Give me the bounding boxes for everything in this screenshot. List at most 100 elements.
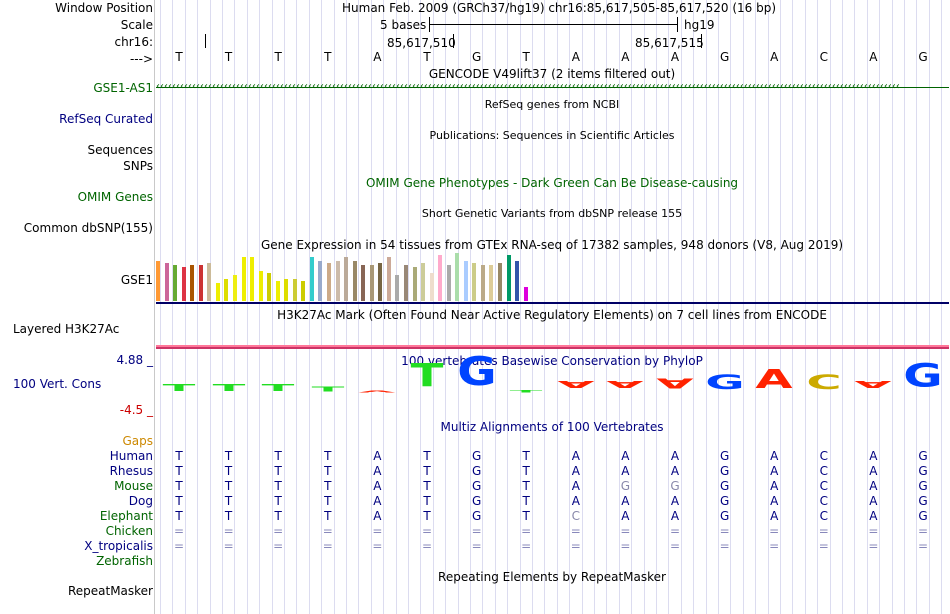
reference-base: T xyxy=(324,50,332,64)
gtex-bar[interactable] xyxy=(352,261,357,301)
label-dbsnp[interactable]: Common dbSNP(155) xyxy=(23,221,153,235)
reference-base: T xyxy=(175,50,183,64)
gtex-bar[interactable] xyxy=(455,253,460,301)
label-species-elephant[interactable]: Elephant xyxy=(99,509,153,523)
track-title-dbsnp: Short Genetic Variants from dbSNP releas… xyxy=(421,207,683,220)
reference-base: T xyxy=(423,50,431,64)
alignment-base: G xyxy=(719,509,730,523)
gene-line-gse1-as1[interactable] xyxy=(156,87,949,88)
label-species-dog[interactable]: Dog xyxy=(128,494,153,508)
gtex-bar[interactable] xyxy=(173,265,178,301)
phylop-letter: A xyxy=(755,364,793,395)
alignment-base: A xyxy=(373,509,382,523)
alignment-base: A xyxy=(571,494,580,508)
gtex-bar[interactable] xyxy=(386,257,391,301)
gene-strand-arrows: ‹‹‹‹‹‹‹‹‹‹‹‹‹‹‹‹‹‹‹‹‹‹‹‹‹‹‹‹‹‹‹‹‹‹‹‹‹‹‹‹… xyxy=(156,81,900,92)
gtex-bar[interactable] xyxy=(224,279,229,301)
reference-base: A xyxy=(373,50,382,64)
alignment-base: T xyxy=(274,464,282,478)
gtex-bar[interactable] xyxy=(378,263,383,301)
label-refseq[interactable]: RefSeq Curated xyxy=(59,112,153,126)
label-omim[interactable]: OMIM Genes xyxy=(77,190,153,204)
gtex-bar[interactable] xyxy=(523,287,528,301)
alignment-base: G xyxy=(471,509,482,523)
label-repeatmasker[interactable]: RepeatMasker xyxy=(67,584,153,598)
gtex-bar[interactable] xyxy=(395,275,400,301)
gtex-bar[interactable] xyxy=(361,265,366,301)
alignment-base: C xyxy=(819,509,828,523)
gtex-bar[interactable] xyxy=(232,275,237,301)
coord-2: 85,617,515 xyxy=(635,36,704,50)
label-species-mouse[interactable]: Mouse xyxy=(114,479,153,493)
alignment-base: A xyxy=(670,464,680,478)
reference-base: A xyxy=(770,50,779,64)
track-title-refseq: RefSeq genes from NCBI xyxy=(484,98,620,111)
label-species-rhesus[interactable]: Rhesus xyxy=(109,464,153,478)
gtex-bar[interactable] xyxy=(438,255,443,301)
gtex-bar[interactable] xyxy=(335,261,340,301)
gtex-bar[interactable] xyxy=(498,263,502,301)
alignment-base: T xyxy=(522,449,530,463)
gtex-bar[interactable] xyxy=(164,263,169,301)
gtex-bar[interactable] xyxy=(241,257,246,301)
gtex-bar[interactable] xyxy=(489,265,494,301)
gtex-bar[interactable] xyxy=(258,271,263,301)
phylop-letter: T xyxy=(212,382,245,394)
gtex-bar[interactable] xyxy=(403,265,408,301)
alignment-base: C xyxy=(819,479,828,493)
gtex-bar-chart[interactable] xyxy=(156,252,536,301)
label-species-human[interactable]: Human xyxy=(109,449,153,463)
gtex-bar[interactable] xyxy=(506,255,511,301)
scale-tick-right xyxy=(677,17,678,32)
alignment-base: G xyxy=(918,449,928,463)
alignment-base: A xyxy=(770,479,779,493)
alignment-base: = xyxy=(818,524,829,538)
gtex-bar[interactable] xyxy=(275,281,280,301)
gtex-bar[interactable] xyxy=(190,265,195,301)
gtex-bar[interactable] xyxy=(292,279,297,301)
gtex-bar[interactable] xyxy=(215,283,220,301)
gtex-bar[interactable] xyxy=(429,273,434,301)
gtex-bar[interactable] xyxy=(327,263,331,301)
gtex-bar[interactable] xyxy=(250,257,255,301)
alignment-base: T xyxy=(175,509,183,523)
gtex-bar[interactable] xyxy=(267,273,272,301)
label-h3k27ac[interactable]: Layered H3K27Ac xyxy=(13,322,120,336)
label-gaps[interactable]: Gaps xyxy=(122,434,153,448)
phylop-letter: A xyxy=(358,390,396,394)
label-sequences[interactable]: Sequences xyxy=(87,143,153,157)
gtex-bar[interactable] xyxy=(198,265,203,301)
gtex-bar[interactable] xyxy=(480,265,485,301)
gtex-bar[interactable] xyxy=(156,261,160,301)
gtex-bar[interactable] xyxy=(181,267,186,301)
gtex-bar[interactable] xyxy=(472,263,477,301)
label-arrow: ---> xyxy=(129,52,153,66)
alignment-base: T xyxy=(324,479,332,493)
label-species-zebrafish[interactable]: Zebrafish xyxy=(96,554,153,568)
track-title-multiz: Multiz Alignments of 100 Vertebrates xyxy=(440,420,664,434)
label-species-chicken[interactable]: Chicken xyxy=(105,524,153,538)
gtex-bar[interactable] xyxy=(412,267,417,301)
alignment-base: A xyxy=(373,494,382,508)
gtex-bar[interactable] xyxy=(318,261,323,301)
alignment-base: A xyxy=(869,479,878,493)
gtex-bar[interactable] xyxy=(369,265,374,301)
label-species-xtropicalis[interactable]: X_tropicalis xyxy=(84,539,153,553)
gtex-bar[interactable] xyxy=(344,257,349,301)
label-gse1-as1[interactable]: GSE1-AS1 xyxy=(93,81,153,95)
gtex-bar[interactable] xyxy=(446,265,451,301)
alignment-base: G xyxy=(918,479,928,493)
gtex-bar[interactable] xyxy=(463,261,468,301)
alignment-base: A xyxy=(571,479,580,493)
phylop-letter: T xyxy=(162,382,196,394)
gtex-bar[interactable] xyxy=(207,263,212,301)
gtex-bar[interactable] xyxy=(515,261,520,301)
gtex-bar[interactable] xyxy=(284,279,289,301)
label-gse1[interactable]: GSE1 xyxy=(120,273,153,287)
gtex-bar[interactable] xyxy=(421,263,426,301)
label-cons[interactable]: 100 Vert. Cons xyxy=(13,377,102,391)
alignment-base: = xyxy=(223,524,234,538)
gtex-bar[interactable] xyxy=(301,281,306,301)
label-snps[interactable]: SNPs xyxy=(123,159,153,173)
gtex-bar[interactable] xyxy=(309,257,314,301)
